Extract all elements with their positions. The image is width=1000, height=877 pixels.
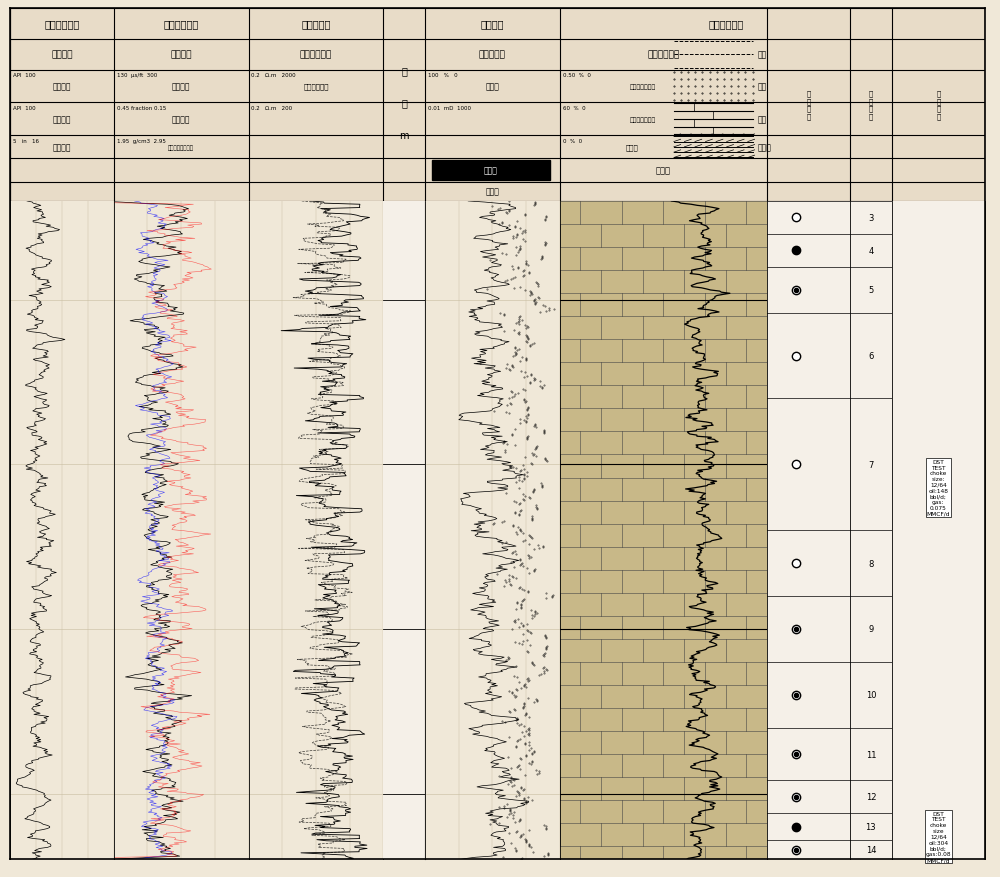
Text: 三孔隙度曲线: 三孔隙度曲线 [164, 19, 199, 29]
Text: 11: 11 [866, 750, 876, 759]
Text: 含水饱和度: 含水饱和度 [479, 51, 506, 60]
Text: 岩性体积剖面: 岩性体积剖面 [708, 19, 743, 29]
Text: 3: 3 [868, 214, 874, 223]
Text: 平均井径: 平均井径 [53, 115, 71, 125]
Text: 13: 13 [866, 822, 876, 831]
Text: 10: 10 [866, 690, 876, 700]
Text: 砂岩: 砂岩 [758, 82, 767, 91]
Text: 钻头尺寸: 钻头尺寸 [53, 143, 71, 153]
Text: 深侧向电阻率: 深侧向电阻率 [300, 51, 332, 60]
Text: 6: 6 [868, 352, 874, 360]
Text: 补偿密度: 补偿密度 [172, 115, 190, 125]
Text: 深: 深 [401, 67, 407, 76]
Text: 度: 度 [401, 98, 407, 108]
Text: 自然伽号: 自然伽号 [51, 51, 73, 60]
Text: 14: 14 [866, 845, 876, 854]
Text: DST
TEST
choke
size
12/64
oil:304
bbl/d;
gas:0.08
MMCF/d: DST TEST choke size 12/64 oil:304 bbl/d;… [926, 810, 951, 862]
Text: 电阻率曲线: 电阻率曲线 [301, 19, 331, 29]
Text: 60  %  0: 60 % 0 [563, 106, 585, 111]
Text: 1.95  g/cm3  2.95: 1.95 g/cm3 2.95 [117, 139, 166, 144]
Text: 中孔含水孔隙度: 中孔含水孔隙度 [630, 84, 656, 89]
Text: 白云岩: 白云岩 [758, 143, 771, 153]
Text: 浅侧向电阻率: 浅侧向电阻率 [303, 83, 329, 90]
Text: 0.50  %  0: 0.50 % 0 [563, 74, 591, 78]
Text: DST
TEST
choke
size:
12/64
oil:148
bbl/d;
gas:
0.075
MMCF/d: DST TEST choke size: 12/64 oil:148 bbl/d… [927, 460, 950, 517]
Text: 100   %   0: 100 % 0 [428, 74, 457, 78]
Text: 8: 8 [868, 559, 874, 568]
Text: m: m [399, 132, 409, 141]
Text: 光电吸收截面指数: 光电吸收截面指数 [168, 145, 194, 151]
Text: 灰岩: 灰岩 [758, 51, 767, 60]
Text: 地层岩性分析: 地层岩性分析 [44, 19, 79, 29]
Text: 灰岩: 灰岩 [758, 115, 767, 125]
Text: 4: 4 [868, 246, 874, 255]
Text: 地层水: 地层水 [485, 188, 499, 196]
Text: 0.45 fraction 0.15: 0.45 fraction 0.15 [117, 106, 166, 111]
Text: 0.2   Ω.m   2000: 0.2 Ω.m 2000 [251, 74, 296, 78]
Text: 油
藏
编
码: 油 藏 编 码 [936, 90, 940, 120]
Text: 残余油: 残余油 [484, 167, 498, 175]
Text: 7: 7 [868, 460, 874, 469]
Text: 可动油: 可动油 [626, 145, 639, 151]
Text: API  100: API 100 [13, 74, 36, 78]
Text: 无值伽号: 无值伽号 [53, 82, 71, 91]
Text: 0  %  0: 0 % 0 [563, 139, 582, 144]
Text: 油
藏
编
码: 油 藏 编 码 [807, 90, 811, 120]
Text: 声波时差: 声波时差 [170, 51, 192, 60]
Text: 孔隙度: 孔隙度 [656, 167, 671, 175]
Text: API  100: API 100 [13, 106, 36, 111]
Text: 油
藏
编
码: 油 藏 编 码 [869, 90, 873, 120]
Text: 地层总孔隙度: 地层总孔隙度 [647, 51, 680, 60]
Text: 补偿中子: 补偿中子 [172, 82, 190, 91]
Text: 地层含水孔隙度: 地层含水孔隙度 [630, 117, 656, 123]
Text: 9: 9 [868, 624, 874, 634]
Text: 0.2   Ω.m   200: 0.2 Ω.m 200 [251, 106, 293, 111]
Text: 0.01  mD  1000: 0.01 mD 1000 [428, 106, 471, 111]
Text: 12: 12 [866, 793, 876, 802]
Text: 5   in   16: 5 in 16 [13, 139, 39, 144]
Bar [432, 161, 550, 181]
Text: 130  µs/ft  300: 130 µs/ft 300 [117, 74, 157, 78]
Text: 流体分析: 流体分析 [481, 19, 504, 29]
Text: 渗透率: 渗透率 [485, 82, 499, 91]
Text: 5: 5 [868, 286, 874, 295]
